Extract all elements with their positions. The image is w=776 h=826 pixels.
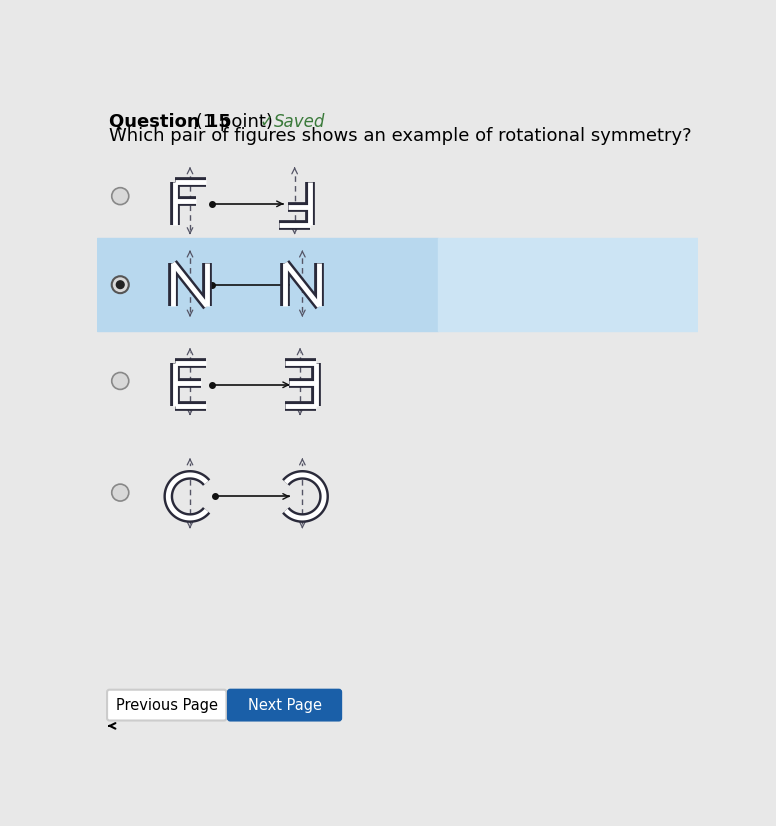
Text: Next Page: Next Page — [248, 698, 321, 713]
Text: Question 15: Question 15 — [109, 113, 231, 131]
Bar — [438, 239, 698, 331]
Text: ✓: ✓ — [260, 113, 274, 131]
Circle shape — [112, 276, 129, 293]
Bar — [97, 239, 438, 331]
Text: Which pair of figures shows an example of rotational symmetry?: Which pair of figures shows an example o… — [109, 127, 692, 145]
Text: (1 point): (1 point) — [190, 113, 273, 131]
Text: Previous Page: Previous Page — [116, 698, 218, 713]
Circle shape — [116, 281, 124, 288]
FancyBboxPatch shape — [107, 690, 227, 720]
Circle shape — [112, 484, 129, 501]
Text: Saved: Saved — [274, 113, 325, 131]
Circle shape — [112, 373, 129, 389]
Circle shape — [112, 188, 129, 205]
FancyBboxPatch shape — [228, 690, 341, 720]
